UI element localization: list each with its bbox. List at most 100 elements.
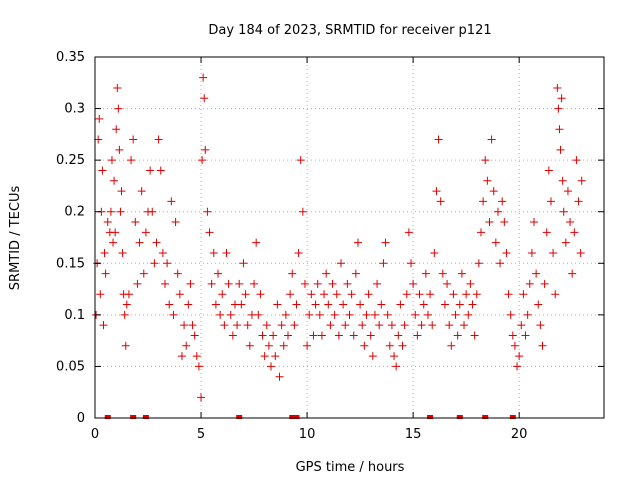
data-point: [198, 156, 207, 165]
data-point: [358, 321, 367, 330]
data-point: [283, 331, 292, 340]
data-point: [177, 352, 186, 361]
data-point: [362, 310, 371, 319]
data-point: [117, 187, 126, 196]
data-point: [423, 310, 432, 319]
data-point: [574, 197, 583, 206]
data-point: [383, 310, 392, 319]
data-point: [413, 331, 422, 340]
data-point: [381, 238, 390, 247]
data-point: [281, 310, 290, 319]
data-point: [546, 197, 555, 206]
data-point: [256, 290, 265, 299]
data-point: [434, 135, 443, 144]
data-point: [288, 269, 297, 278]
data-point: [519, 290, 528, 299]
data-point: [402, 290, 411, 299]
data-point: [577, 176, 586, 185]
data-point: [324, 300, 333, 309]
data-point: [146, 166, 155, 175]
data-point: [118, 248, 127, 257]
zero-value-marker: [456, 415, 463, 419]
data-point: [554, 104, 563, 113]
zero-value-marker: [509, 415, 516, 419]
data-point: [192, 352, 201, 361]
x-tick-label: 10: [299, 427, 316, 442]
data-point: [133, 279, 142, 288]
data-point: [137, 187, 146, 196]
data-point: [194, 362, 203, 371]
y-tick-label: 0.15: [56, 256, 85, 271]
data-point: [576, 248, 585, 257]
data-point: [485, 218, 494, 227]
data-point: [141, 228, 150, 237]
data-point: [483, 176, 492, 185]
data-point: [349, 331, 358, 340]
data-point: [112, 125, 121, 134]
data-point: [243, 321, 252, 330]
data-point: [260, 352, 269, 361]
data-point: [432, 187, 441, 196]
data-point: [341, 321, 350, 330]
data-point: [449, 290, 458, 299]
data-point: [101, 269, 110, 278]
zero-value-marker: [104, 415, 111, 419]
data-point: [368, 352, 377, 361]
data-point: [277, 321, 286, 330]
data-point: [154, 135, 163, 144]
data-point: [135, 238, 144, 247]
data-point: [419, 300, 428, 309]
data-point: [474, 259, 483, 268]
data-point: [271, 352, 280, 361]
data-point: [131, 218, 140, 227]
data-point: [211, 300, 220, 309]
data-point: [209, 248, 218, 257]
data-point: [175, 290, 184, 299]
data-point: [570, 228, 579, 237]
data-point: [169, 310, 178, 319]
chart-title: Day 184 of 2023, SRMTID for receiver p12…: [208, 23, 491, 38]
data-point: [235, 279, 244, 288]
data-point: [239, 259, 248, 268]
data-point: [114, 104, 123, 113]
data-point: [197, 393, 206, 402]
data-point: [124, 290, 133, 299]
data-point: [127, 156, 136, 165]
data-point: [228, 331, 237, 340]
data-point: [250, 279, 259, 288]
data-point: [207, 279, 216, 288]
data-point: [400, 321, 409, 330]
data-point: [326, 321, 335, 330]
data-point: [500, 218, 509, 227]
data-point: [479, 197, 488, 206]
data-point: [100, 248, 109, 257]
data-point: [549, 248, 558, 257]
data-point: [315, 310, 324, 319]
zero-value-markers: [104, 415, 516, 419]
data-point: [407, 259, 416, 268]
data-point: [510, 341, 519, 350]
data-point: [515, 352, 524, 361]
data-point: [356, 300, 365, 309]
data-point: [307, 290, 316, 299]
y-tick-label: 0.2: [64, 205, 85, 220]
data-point: [491, 238, 500, 247]
x-tick-label: 5: [197, 427, 205, 442]
data-point: [258, 331, 267, 340]
data-point: [493, 207, 502, 216]
data-point: [111, 228, 120, 237]
data-point: [506, 310, 515, 319]
data-point: [107, 156, 116, 165]
data-point: [216, 310, 225, 319]
data-point: [470, 331, 479, 340]
data-point: [252, 238, 261, 247]
data-point: [496, 259, 505, 268]
data-point: [568, 269, 577, 278]
x-axis-ticks: 0 5 10 15 20: [91, 57, 527, 442]
data-point: [292, 300, 301, 309]
y-tick-label: 0.25: [56, 153, 85, 168]
zero-value-marker: [142, 415, 149, 419]
data-point: [392, 362, 401, 371]
data-point: [129, 135, 138, 144]
